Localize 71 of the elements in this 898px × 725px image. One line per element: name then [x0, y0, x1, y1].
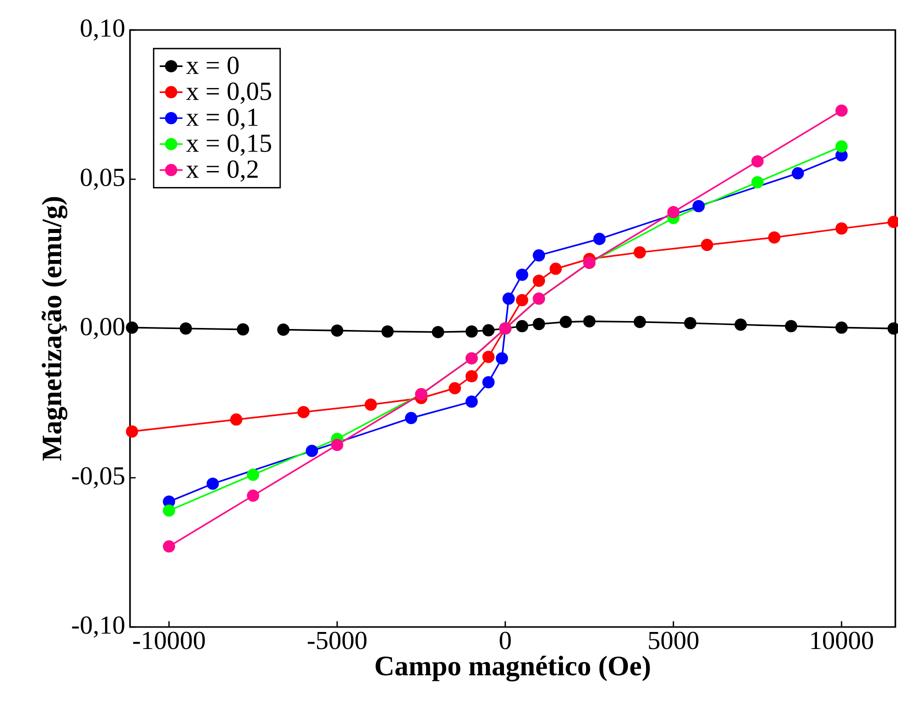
- point: [684, 316, 696, 330]
- legend-label: x = 0,2: [186, 160, 258, 182]
- point: [206, 478, 219, 490]
- point: [516, 320, 528, 332]
- x-tick-label: 0: [500, 632, 511, 650]
- point: [482, 376, 495, 388]
- x-tick-label: -5000: [308, 632, 366, 650]
- point: [381, 325, 394, 338]
- point: [162, 540, 176, 553]
- point: [246, 468, 260, 481]
- point: [230, 413, 242, 426]
- point: [306, 444, 318, 458]
- point: [593, 232, 606, 246]
- point: [751, 176, 764, 188]
- point: [331, 324, 344, 337]
- point: [364, 398, 377, 411]
- point: [634, 316, 646, 328]
- point: [768, 231, 780, 244]
- point: [466, 325, 478, 338]
- point: [835, 222, 848, 235]
- point: [126, 425, 138, 438]
- point: [667, 206, 680, 218]
- point: [532, 318, 546, 330]
- point: [246, 490, 260, 502]
- legend-label: x = 0,05: [186, 82, 272, 104]
- y-tick-label: -0,05: [72, 467, 124, 488]
- point: [404, 412, 418, 424]
- point: [634, 246, 646, 259]
- point: [516, 294, 528, 306]
- point: [331, 438, 344, 452]
- point: [835, 140, 848, 153]
- x-axis-title: Campo magnético (Oe): [376, 656, 650, 682]
- point: [482, 324, 495, 336]
- y-tick-label: -0,10: [72, 616, 124, 638]
- point: [532, 249, 546, 262]
- point: [516, 268, 528, 281]
- point: [236, 323, 250, 336]
- point: [835, 104, 848, 117]
- y-axis-title: Magnetização (emu/g): [42, 197, 68, 461]
- point: [162, 504, 176, 517]
- legend-label: x = 0,15: [186, 134, 272, 156]
- y-tick-label: 0,10: [80, 19, 124, 41]
- point: [432, 326, 444, 338]
- point: [550, 262, 562, 275]
- point: [466, 395, 478, 408]
- point: [180, 322, 192, 335]
- point: [784, 320, 798, 332]
- point: [560, 316, 572, 328]
- point: [751, 155, 764, 168]
- point: [792, 167, 804, 180]
- point: [297, 406, 310, 418]
- point: [502, 292, 515, 305]
- x-tick-label: 5000: [648, 632, 698, 650]
- y-tick-label: 0,00: [80, 318, 124, 340]
- x-tick-label: 10000: [811, 632, 874, 650]
- point: [532, 274, 546, 287]
- point: [835, 321, 848, 334]
- point: [583, 315, 596, 328]
- point: [692, 200, 705, 212]
- y-tick-label: 0,05: [80, 168, 124, 190]
- point: [448, 382, 461, 394]
- point: [496, 352, 508, 364]
- point: [482, 350, 495, 363]
- point: [126, 321, 138, 334]
- point: [466, 370, 478, 382]
- point: [277, 324, 290, 336]
- point: [734, 318, 747, 331]
- legend-label: x = 0: [186, 56, 239, 74]
- legend-label: x = 0,1: [186, 108, 258, 130]
- point: [700, 238, 714, 252]
- x-tick-label: -10000: [133, 632, 205, 650]
